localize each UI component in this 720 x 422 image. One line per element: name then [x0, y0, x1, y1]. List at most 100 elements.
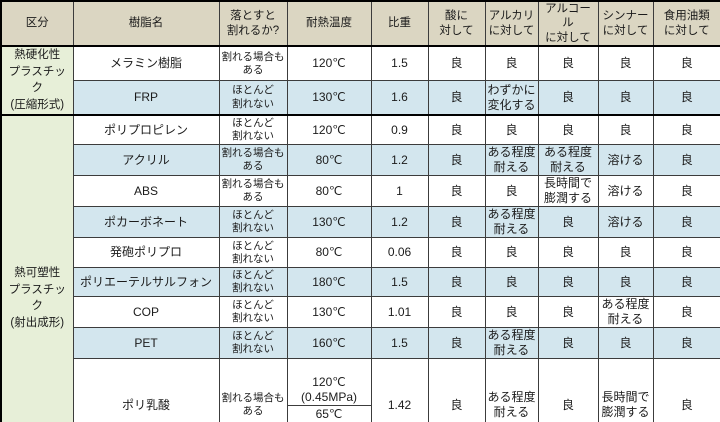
cell-thinner: ある程度 耐える: [597, 296, 654, 329]
cell-gravity: 1.2: [370, 144, 429, 177]
cell-oil: 良: [652, 206, 720, 239]
cell-thinner: 溶ける: [597, 206, 654, 239]
cell-heat: 80℃: [286, 144, 372, 177]
cell-acid: 良: [427, 45, 486, 82]
cell-alkali: ある程度 耐える: [484, 358, 539, 422]
cell-oil: 良: [652, 80, 720, 116]
cell-alkali: ある程度 耐える: [484, 206, 539, 239]
cell-oil: 良: [652, 45, 720, 82]
cell-alcohol: 良: [537, 327, 599, 360]
cell-thinner: 良: [597, 327, 654, 360]
group-cell-thermoplastic: 熱可塑性 プラスチック (射出成形): [0, 113, 74, 422]
cell-alcohol: 良: [537, 237, 599, 269]
col-header-resin-name: 樹脂名: [72, 0, 220, 48]
cell-oil: 良: [652, 296, 720, 329]
col-header-heat-resistance: 耐熱温度: [286, 0, 372, 48]
cell-alkali: ある程度 耐える: [484, 144, 539, 177]
cell-thinner: 長時間で 膨潤する: [597, 358, 654, 422]
table-row: ABS 割れる場合も ある 80℃ 1 良 良 長時間で 膨潤する 溶ける 良: [1, 175, 720, 208]
cell-acid: 良: [427, 80, 486, 116]
cell-acid: 良: [427, 296, 486, 329]
cell-heat: 130℃: [286, 206, 372, 239]
cell-acid: 良: [427, 327, 486, 360]
cell-gravity: 1: [370, 175, 429, 208]
cell-resin-name: COP: [72, 296, 220, 329]
cell-heat: 80℃: [286, 175, 372, 208]
table-row: ポリエーテルサルフォン ほとんど 割れない 180℃ 1.5 良 良 良 良 良: [1, 267, 720, 298]
cell-alkali: 良: [484, 296, 539, 329]
table-row: ポリ乳酸 割れる場合も ある 120℃ (0.45MPa) 65℃ (1.82M…: [1, 358, 720, 422]
cell-resin-name: ABS: [72, 175, 220, 208]
cell-gravity: 1.42: [370, 358, 429, 422]
cell-alcohol: 良: [537, 206, 599, 239]
cell-oil: 良: [652, 113, 720, 146]
heat-condition-low-load: 120℃ (0.45MPa): [300, 375, 358, 404]
col-header-category: 区分: [0, 0, 74, 48]
cell-heat: 130℃: [286, 296, 372, 329]
cell-resin-name: 発砲ポリプロ: [72, 237, 220, 269]
cell-acid: 良: [427, 113, 486, 146]
cell-gravity: 1.01: [370, 296, 429, 329]
cell-break: 割れる場合も ある: [218, 45, 288, 82]
cell-acid: 良: [427, 237, 486, 269]
cell-acid: 良: [427, 175, 486, 208]
col-header-cooking-oil: 食用油類 に対して: [652, 0, 720, 48]
cell-thinner: 良: [597, 267, 654, 298]
cell-alkali: ある程度 耐える: [484, 327, 539, 360]
cell-alkali: 良: [484, 113, 539, 146]
cell-heat: 120℃: [286, 45, 372, 82]
table-row: 熱可塑性 プラスチック (射出成形) ポリプロピレン ほとんど 割れない 120…: [0, 113, 720, 422]
col-header-thinner: シンナー に対して: [597, 0, 654, 48]
cell-thinner: 良: [597, 113, 654, 146]
group-cell-thermoset: 熱硬化性 プラスチック (圧縮形式): [0, 45, 74, 116]
cell-gravity: 1.6: [370, 80, 429, 116]
cell-break: ほとんど 割れない: [218, 80, 288, 116]
cell-alkali: 良: [484, 45, 539, 82]
cell-gravity: 0.9: [370, 113, 429, 146]
cell-thinner: 溶ける: [597, 175, 654, 208]
cell-alcohol: 良: [537, 296, 599, 329]
cell-break: ほとんど 割れない: [218, 296, 288, 329]
cell-resin-name: PET: [72, 327, 220, 360]
cell-break: ほとんど 割れない: [218, 206, 288, 239]
cell-oil: 良: [652, 175, 720, 208]
cell-resin-name: メラミン樹脂: [72, 45, 220, 82]
heat-condition-high-load: 65℃ (1.82MPa): [288, 404, 370, 422]
cell-heat: 180℃: [286, 267, 372, 298]
cell-thinner: 良: [597, 45, 654, 82]
cell-gravity: 1.2: [370, 206, 429, 239]
cell-oil: 良: [652, 358, 720, 422]
cell-gravity: 1.5: [370, 45, 429, 82]
cell-resin-name: アクリル: [72, 144, 220, 177]
header-row: 区分 樹脂名 落とすと 割れるか? 耐熱温度 比重 酸に 対して アルカリ に対…: [0, 0, 720, 48]
table-row: COP ほとんど 割れない 130℃ 1.01 良 良 良 ある程度 耐える 良: [1, 296, 720, 329]
cell-alcohol: 良: [537, 80, 599, 116]
cell-alcohol: 長時間で 膨潤する: [537, 175, 599, 208]
cell-alkali: 良: [484, 237, 539, 269]
cell-alkali: わずかに 変化する: [484, 80, 539, 116]
cell-thinner: 溶ける: [597, 144, 654, 177]
cell-resin-name: ポリプロピレン: [72, 113, 220, 146]
cell-acid: 良: [427, 144, 486, 177]
table-row: FRP ほとんど 割れない 130℃ 1.6 良 わずかに 変化する 良 良 良: [1, 80, 720, 116]
cell-oil: 良: [652, 144, 720, 177]
cell-oil: 良: [652, 237, 720, 269]
cell-alcohol: 良: [537, 45, 599, 82]
cell-break: ほとんど 割れない: [218, 267, 288, 298]
cell-heat: 160℃: [286, 327, 372, 360]
cell-alkali: 良: [484, 175, 539, 208]
col-header-specific-gravity: 比重: [370, 0, 429, 48]
cell-resin-name: ポリ乳酸: [72, 358, 220, 422]
cell-oil: 良: [652, 327, 720, 360]
cell-break: 割れる場合も ある: [218, 144, 288, 177]
table-row: 発砲ポリプロ ほとんど 割れない 80℃ 0.06 良 良 良 良 良: [1, 237, 720, 269]
cell-gravity: 1.5: [370, 327, 429, 360]
cell-gravity: 1.5: [370, 267, 429, 298]
cell-thinner: 良: [597, 80, 654, 116]
col-header-break-when-dropped: 落とすと 割れるか?: [218, 0, 288, 48]
cell-gravity: 0.06: [370, 237, 429, 269]
cell-break: 割れる場合も ある: [218, 175, 288, 208]
cell-alcohol: 良: [537, 113, 599, 146]
cell-resin-name: ポリエーテルサルフォン: [72, 267, 220, 298]
